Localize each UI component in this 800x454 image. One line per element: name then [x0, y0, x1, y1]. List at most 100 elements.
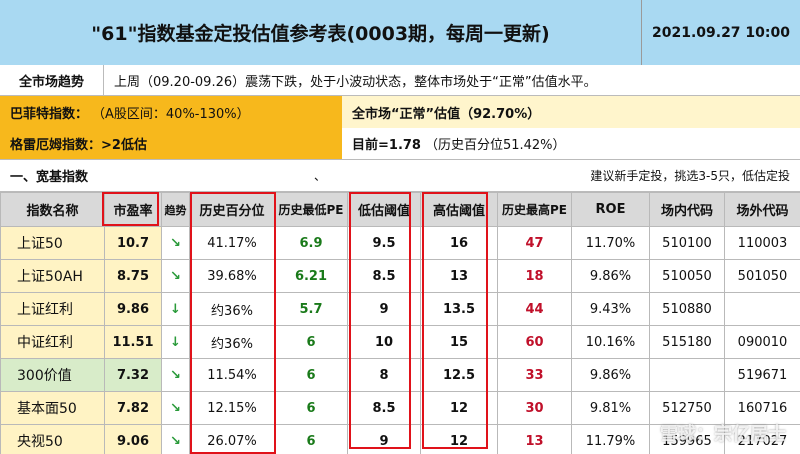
cell-low-pe: 6.21	[274, 259, 348, 293]
cell-percentile: 约36%	[189, 325, 275, 359]
cell-name: 央视50	[0, 424, 105, 454]
cell-roe: 10.16%	[571, 325, 650, 359]
cell-pe: 9.86	[104, 292, 162, 326]
cell-high-threshold: 12	[420, 391, 498, 425]
header-roe: ROE	[571, 192, 650, 227]
cell-high-threshold: 12	[420, 424, 498, 454]
cell-roe: 11.79%	[571, 424, 650, 454]
cell-low-threshold: 9	[347, 424, 421, 454]
trend-arrow-icon: ↘	[161, 424, 190, 454]
header-high-threshold: 高估阈值	[420, 192, 498, 227]
header-trend: 趋势	[161, 192, 190, 227]
table-header-row: 指数名称 市盈率 趋势 历史百分位 历史最低PE 低估阈值 高估阈值 历史最高P…	[0, 192, 800, 227]
cell-code-out: 110003	[724, 226, 800, 260]
fund-table: 指数名称 市盈率 趋势 历史百分位 历史最低PE 低估阈值 高估阈值 历史最高P…	[0, 192, 800, 454]
header-name: 指数名称	[0, 192, 105, 227]
table-row: 基本面50 7.82 ↘ 12.15% 6 8.5 12 30 9.81% 51…	[0, 391, 800, 425]
cell-low-threshold: 9.5	[347, 226, 421, 260]
cell-percentile: 11.54%	[189, 358, 275, 392]
header-pe: 市盈率	[104, 192, 162, 227]
cell-name: 基本面50	[0, 391, 105, 425]
header-low-pe: 历史最低PE	[274, 192, 348, 227]
cell-code-in: 159965	[649, 424, 725, 454]
cell-code-out	[724, 292, 800, 326]
cell-name: 上证50AH	[0, 259, 105, 293]
cell-low-threshold: 8	[347, 358, 421, 392]
cell-percentile: 12.15%	[189, 391, 275, 425]
cell-high-threshold: 13.5	[420, 292, 498, 326]
header-code-in: 场内代码	[649, 192, 725, 227]
cell-high-pe: 13	[497, 424, 572, 454]
cell-name: 上证50	[0, 226, 105, 260]
cell-percentile: 39.68%	[189, 259, 275, 293]
table-row: 上证50 10.7 ↘ 41.17% 6.9 9.5 16 47 11.70% …	[0, 226, 800, 260]
trend-arrow-icon: ↘	[161, 391, 190, 425]
cell-name: 上证红利	[0, 292, 105, 326]
cell-roe: 9.86%	[571, 259, 650, 293]
cell-percentile: 41.17%	[189, 226, 275, 260]
market-trend-row: 全市场趋势 上周（09.20-09.26）震荡下跌，处于小波动状态，整体市场处于…	[0, 65, 800, 96]
cell-roe: 11.70%	[571, 226, 650, 260]
cell-low-pe: 6	[274, 391, 348, 425]
cell-code-out: 501050	[724, 259, 800, 293]
header-high-pe: 历史最高PE	[497, 192, 572, 227]
cell-high-pe: 47	[497, 226, 572, 260]
graham-label: 格雷厄姆指数：>2低估	[0, 128, 342, 159]
cell-high-pe: 18	[497, 259, 572, 293]
title-bar: "61"指数基金定投估值参考表(0003期，每周一更新) 2021.09.27 …	[0, 0, 800, 65]
cell-pe: 9.06	[104, 424, 162, 454]
cell-percentile: 约36%	[189, 292, 275, 326]
cell-high-pe: 44	[497, 292, 572, 326]
market-valuation: 全市场“正常”估值（92.70%）	[342, 96, 800, 128]
trend-arrow-icon: ↘	[161, 358, 190, 392]
cell-low-pe: 6	[274, 424, 348, 454]
cell-pe: 7.82	[104, 391, 162, 425]
buffett-indicator: 巴菲特指数： （A股区间：40%-130%）	[0, 96, 342, 128]
cell-pe: 11.51	[104, 325, 162, 359]
cell-code-in: 510100	[649, 226, 725, 260]
table-row: 中证红利 11.51 ↓ 约36% 6 10 15 60 10.16% 5151…	[0, 325, 800, 359]
cell-low-pe: 6	[274, 358, 348, 392]
cell-code-in	[649, 358, 725, 392]
table-row: 上证红利 9.86 ↓ 约36% 5.7 9 13.5 44 9.43% 510…	[0, 292, 800, 326]
section-header: 一、宽基指数 、 建议新手定投，挑选3-5只，低估定投	[0, 160, 800, 192]
trend-arrow-icon: ↘	[161, 226, 190, 260]
cell-high-threshold: 15	[420, 325, 498, 359]
cell-percentile: 26.07%	[189, 424, 275, 454]
graham-value: 目前=1.78	[352, 138, 421, 153]
cell-low-pe: 6	[274, 325, 348, 359]
cell-code-in: 510880	[649, 292, 725, 326]
table-row: 300价值 7.32 ↘ 11.54% 6 8 12.5 33 9.86% 51…	[0, 358, 800, 392]
issue-date: 2021.09.27 10:00	[642, 0, 800, 65]
header-percentile: 历史百分位	[189, 192, 275, 227]
cell-code-in: 515180	[649, 325, 725, 359]
cell-code-out: 090010	[724, 325, 800, 359]
cell-code-out: 519671	[724, 358, 800, 392]
cell-roe: 9.43%	[571, 292, 650, 326]
cell-high-threshold: 16	[420, 226, 498, 260]
cell-roe: 9.81%	[571, 391, 650, 425]
cell-name: 300价值	[0, 358, 105, 392]
cell-code-in: 510050	[649, 259, 725, 293]
cell-low-pe: 6.9	[274, 226, 348, 260]
section-mark: 、	[313, 169, 326, 183]
section-note: 建议新手定投，挑选3-5只，低估定投	[590, 169, 790, 183]
cell-pe: 8.75	[104, 259, 162, 293]
market-trend-text: 上周（09.20-09.26）震荡下跌，处于小波动状态，整体市场处于“正常”估值…	[114, 74, 597, 90]
cell-low-threshold: 10	[347, 325, 421, 359]
market-trend-label: 全市场趋势	[0, 65, 104, 95]
cell-low-threshold: 8.5	[347, 391, 421, 425]
graham-row: 格雷厄姆指数：>2低估 目前=1.78 （历史百分位51.42%）	[0, 128, 800, 160]
trend-arrow-icon: ↓	[161, 292, 190, 326]
section-title: 一、宽基指数	[10, 170, 89, 185]
header-code-out: 场外代码	[724, 192, 800, 227]
cell-high-threshold: 13	[420, 259, 498, 293]
cell-high-pe: 33	[497, 358, 572, 392]
buffett-row: 巴菲特指数： （A股区间：40%-130%） 全市场“正常”估值（92.70%）	[0, 96, 800, 128]
buffett-range: （A股区间：40%-130%）	[92, 106, 250, 122]
cell-low-pe: 5.7	[274, 292, 348, 326]
header-low-threshold: 低估阈值	[347, 192, 421, 227]
trend-arrow-icon: ↓	[161, 325, 190, 359]
cell-roe: 9.86%	[571, 358, 650, 392]
cell-code-in: 512750	[649, 391, 725, 425]
